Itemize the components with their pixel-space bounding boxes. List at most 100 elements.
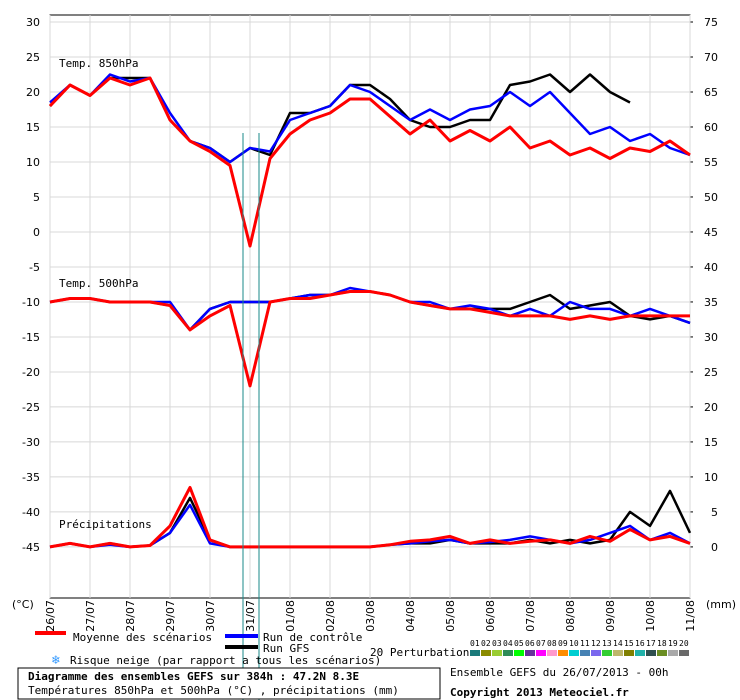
- perturbation-code: 06: [525, 639, 535, 648]
- y2-tick-label: 40: [704, 261, 718, 274]
- y2-tick-label: 35: [704, 296, 718, 309]
- perturbation-code: 17: [646, 639, 656, 648]
- perturbation-swatch: [635, 650, 645, 656]
- panel-label: Temp. 500hPa: [59, 277, 138, 290]
- y2-tick-label: 45: [704, 226, 718, 239]
- perturbation-code: 03: [492, 639, 502, 648]
- perturbation-swatch: [646, 650, 656, 656]
- x-tick-label: 02/08: [324, 600, 337, 632]
- y-tick-label: -5: [29, 261, 40, 274]
- perturbations-label: 20 Perturbations: [370, 646, 476, 659]
- perturbation-code: 16: [635, 639, 645, 648]
- x-tick-label: 06/08: [484, 600, 497, 632]
- y2-tick-label: 55: [704, 156, 718, 169]
- x-tick-label: 03/08: [364, 600, 377, 632]
- perturbation-swatch: [657, 650, 667, 656]
- perturbation-code: 13: [602, 639, 612, 648]
- y-tick-label: 0: [33, 226, 40, 239]
- x-tick-label: 08/08: [564, 600, 577, 632]
- perturbation-code: 12: [591, 639, 601, 648]
- perturbation-swatch: [679, 650, 689, 656]
- legend: Moyenne des scénarios Run de contrôle Ru…: [35, 631, 476, 668]
- y2-tick-label: 25: [704, 366, 718, 379]
- y-tick-label: -35: [22, 471, 40, 484]
- perturbation-code: 01: [470, 639, 480, 648]
- y-tick-label: -40: [22, 506, 40, 519]
- y-tick-label: 20: [26, 86, 40, 99]
- x-tick-label: 01/08: [284, 600, 297, 632]
- y-tick-label: -20: [22, 366, 40, 379]
- x-tick-label: 09/08: [604, 600, 617, 632]
- perturbation-swatch: [481, 650, 491, 656]
- chart-subtitle: Températures 850hPa et 500hPa (°C) , pré…: [28, 684, 399, 697]
- x-tick-label: 11/08: [684, 600, 697, 632]
- x-tick-label: 30/07: [204, 600, 217, 632]
- panel-label: Temp. 850hPa: [59, 57, 138, 70]
- y2-tick-label: 65: [704, 86, 718, 99]
- perturbation-swatch: [525, 650, 535, 656]
- run-info: Ensemble GEFS du 26/07/2013 - 00h: [450, 666, 669, 679]
- y-tick-label: 30: [26, 16, 40, 29]
- x-tick-label: 31/07: [244, 600, 257, 632]
- perturbation-swatch: [591, 650, 601, 656]
- lines: [48, 73, 692, 549]
- x-tick-label: 26/07: [44, 600, 57, 632]
- perturbation-swatch: [580, 650, 590, 656]
- perturbation-code: 20: [679, 639, 689, 648]
- perturbation-code: 05: [514, 639, 524, 648]
- perturbation-code: 15: [624, 639, 634, 648]
- snow-icon: ❄: [51, 653, 60, 668]
- y-tick-label: -10: [22, 296, 40, 309]
- legend-label: Run GFS: [263, 642, 309, 655]
- y-tick-label: 5: [33, 191, 40, 204]
- x-tick-label: 27/07: [84, 600, 97, 632]
- series-line: [49, 290, 690, 388]
- panel-label: Précipitations: [59, 518, 152, 531]
- y2-tick-label: 5: [711, 506, 718, 519]
- x-tick-label: 05/08: [444, 600, 457, 632]
- perturbation-swatch: [503, 650, 513, 656]
- y2-tick-label: 15: [704, 436, 718, 449]
- perturbation-code: 09: [558, 639, 568, 648]
- y-tick-label: 10: [26, 156, 40, 169]
- y-tick-label: 15: [26, 121, 40, 134]
- perturbation-swatch: [558, 650, 568, 656]
- perturbation-swatch: [668, 650, 678, 656]
- legend-label: Run de contrôle: [263, 631, 362, 644]
- perturbation-code: 04: [503, 639, 513, 648]
- y-tick-label: -45: [22, 541, 40, 554]
- y2-axis-label: (mm): [706, 598, 736, 611]
- perturbation-code: 08: [547, 639, 557, 648]
- legend-label: Moyenne des scénarios: [73, 631, 212, 644]
- y2-tick-label: 20: [704, 401, 718, 414]
- perturbation-swatch: [613, 650, 623, 656]
- x-tick-label: 10/08: [644, 600, 657, 632]
- x-tick-label: 07/08: [524, 600, 537, 632]
- perturbation-swatch: [492, 650, 502, 656]
- series-line: [48, 76, 691, 248]
- y2-tick-label: 50: [704, 191, 718, 204]
- perturbation-swatch: [602, 650, 612, 656]
- perturbation-code: 18: [657, 639, 667, 648]
- perturbation-code: 02: [481, 639, 491, 648]
- copyright: Copyright 2013 Meteociel.fr: [450, 686, 629, 699]
- y2-tick-label: 70: [704, 51, 718, 64]
- y-tick-label: -15: [22, 331, 40, 344]
- y-tick-label: -25: [22, 401, 40, 414]
- y2-tick-label: 75: [704, 16, 718, 29]
- perturbation-code: 07: [536, 639, 546, 648]
- perturbation-swatch: [569, 650, 579, 656]
- perturbation-swatch: [470, 650, 480, 656]
- x-tick-label: 28/07: [124, 600, 137, 632]
- y2-tick-label: 30: [704, 331, 718, 344]
- y2-tick-label: 10: [704, 471, 718, 484]
- perturbation-code: 10: [569, 639, 579, 648]
- perturbation-code: 14: [613, 639, 623, 648]
- y-tick-label: 25: [26, 51, 40, 64]
- perturbation-swatch: [624, 650, 634, 656]
- x-tick-label: 29/07: [164, 600, 177, 632]
- perturbation-legend: 01 02 03 04 05 06 07 08 09 10 11 12 13 14 15 16 17 18 19 20: [470, 639, 689, 656]
- perturbation-code: 19: [668, 639, 678, 648]
- x-tick-label: 04/08: [404, 600, 417, 632]
